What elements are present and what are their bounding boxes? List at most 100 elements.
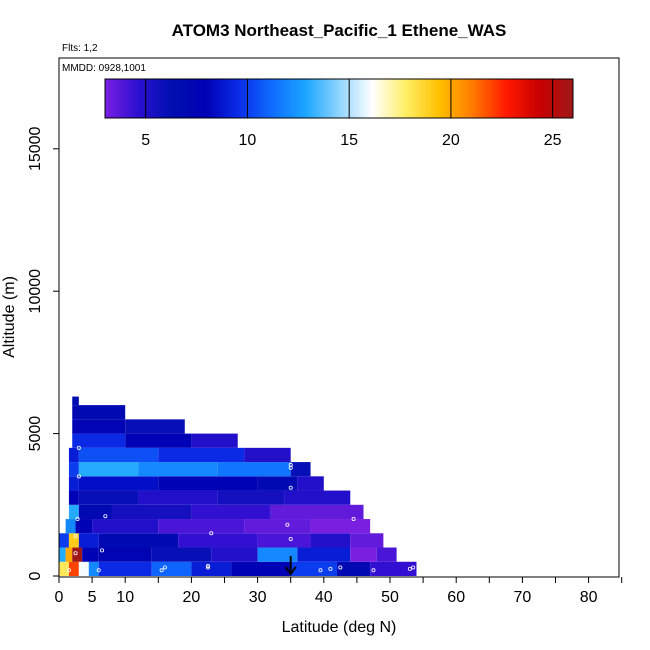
sample-points [66, 445, 416, 573]
heatmap-cell [59, 561, 69, 576]
sample-point [288, 485, 293, 490]
sample-point [328, 566, 333, 571]
colorbar-ticks: 5 10 15 20 25 [141, 79, 562, 149]
heatmap-cell [376, 547, 397, 562]
heatmap-cell [191, 433, 238, 448]
heatmap-cell [72, 547, 83, 562]
sample-point [411, 565, 416, 570]
sample-point [76, 474, 81, 479]
x-tick-label: 30 [249, 589, 267, 606]
x-tick-label: 40 [315, 589, 333, 606]
x-tick-label: 60 [447, 589, 465, 606]
heatmap-cell [244, 447, 291, 463]
heatmap-cell [65, 519, 76, 534]
sample-point [73, 551, 78, 556]
sample-point [288, 462, 293, 467]
heatmap-cell [151, 547, 212, 562]
y-axis: 0 5000 10000 15000 [27, 126, 59, 580]
heatmap-cell [59, 533, 69, 548]
heatmap-cell [78, 476, 159, 491]
heatmap-cell [337, 561, 371, 576]
heatmap-cell [111, 504, 192, 520]
heatmap-cell [191, 561, 232, 576]
sample-point [205, 565, 210, 570]
heatmap-cell [72, 396, 79, 406]
x-tick-label: 5 [88, 589, 97, 606]
plot-frame [58, 57, 620, 578]
heatmap-cell [290, 462, 311, 477]
x-tick-label: 10 [116, 589, 134, 606]
heatmap-cell [98, 547, 152, 562]
x-axis-label: Latitude (deg N) [282, 619, 397, 636]
heatmap-cell [68, 533, 79, 548]
heatmap-cell [310, 533, 351, 548]
heatmap-cell [158, 519, 245, 534]
heatmap-cell [231, 561, 291, 576]
flights-label: Flts: 1,2 [62, 43, 98, 54]
sample-point [76, 445, 81, 450]
y-tick-label: 15000 [27, 126, 44, 171]
heatmap-cell [270, 504, 364, 520]
heatmap-cell [72, 405, 126, 420]
heatmap-cell [158, 476, 258, 491]
heatmap-cell [98, 533, 179, 548]
y-tick-label: 0 [27, 571, 44, 580]
heatmap-cell [98, 561, 152, 576]
heatmap-cell [297, 547, 351, 562]
x-tick-label: 20 [183, 589, 201, 606]
heatmap-cell [78, 462, 139, 477]
sample-point [159, 568, 164, 573]
x-axis: 0 5 10 20 30 40 50 60 70 80 [55, 577, 623, 606]
colorbar-tick-label: 10 [239, 132, 257, 149]
heatmap-cell [72, 433, 126, 448]
heatmap-cell [370, 561, 417, 576]
sample-point [73, 534, 78, 539]
heatmap-cell [78, 533, 99, 548]
heatmap-cell [68, 561, 79, 576]
sample-point [288, 536, 293, 541]
y-tick-label: 10000 [27, 269, 44, 314]
colorbar [104, 78, 574, 119]
heatmap-cell [68, 476, 79, 491]
heatmap-cell [284, 490, 351, 505]
colorbar-tick-label: 20 [442, 132, 460, 149]
x-tick-label: 70 [514, 589, 532, 606]
heatmap-cell [191, 504, 271, 520]
x-tick-label: 80 [580, 589, 598, 606]
heatmap-cell [82, 547, 99, 562]
sample-point [209, 531, 214, 536]
sample-point [205, 564, 210, 569]
sample-point [338, 565, 343, 570]
heatmap-cell [290, 561, 338, 576]
heatmap-cell [138, 490, 218, 505]
x-tick-label: 50 [381, 589, 399, 606]
sample-point [407, 566, 412, 571]
heatmap-cell [125, 433, 192, 448]
sample-point [351, 517, 356, 522]
sample-point [318, 568, 323, 573]
heatmap-cell [257, 533, 311, 548]
x-tick-label: 0 [55, 589, 64, 606]
sample-point [162, 565, 167, 570]
sample-point [285, 522, 290, 527]
heatmap-cell [59, 547, 66, 562]
heatmap-cell [75, 519, 93, 534]
heatmap-cell [68, 462, 79, 477]
heatmap-cell [138, 462, 218, 477]
heatmap-cell [72, 419, 126, 434]
heatmap-cell [88, 561, 99, 576]
heatmap-cell [78, 447, 159, 463]
heatmap-cell [125, 419, 185, 434]
heatmap-cell [350, 533, 384, 548]
heatmap-bands [59, 396, 417, 576]
heatmap-cell [68, 447, 79, 463]
colorbar-tick-label: 5 [141, 132, 150, 149]
heatmap-cell [92, 519, 159, 534]
heatmap-cell [158, 447, 245, 463]
direction-arrow [284, 556, 297, 576]
sample-point [75, 517, 80, 522]
arrow-head [284, 566, 297, 576]
heatmap-cell [68, 504, 79, 520]
heatmap-cell [297, 476, 324, 491]
heatmap-cell [68, 490, 79, 505]
